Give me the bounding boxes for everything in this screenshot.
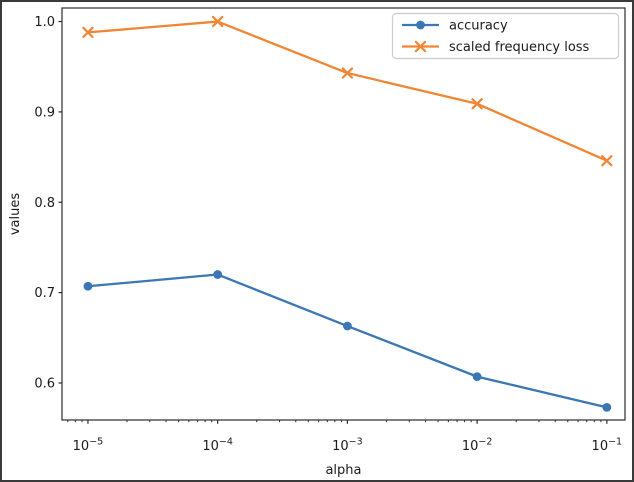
x-marker: [414, 40, 427, 53]
series-scaled-frequency-loss: [82, 15, 613, 167]
legend-box: [391, 12, 620, 60]
x-axis-label: alpha: [325, 463, 361, 478]
legend: accuracy scaled frequency loss: [391, 12, 620, 60]
legend-item-accuracy: accuracy: [402, 19, 508, 34]
series-accuracy: [83, 270, 612, 412]
y-tick-label: 0.6: [34, 376, 55, 391]
y-tick-label: 0.8: [34, 196, 55, 211]
plot-area-spines: [61, 7, 626, 421]
x-marker: [471, 98, 483, 110]
y-tick-label: 0.9: [34, 105, 55, 120]
series-line: [87, 273, 608, 409]
circle-marker: [83, 281, 93, 291]
circle-marker: [472, 372, 482, 382]
legend-label: accuracy: [449, 19, 508, 34]
x-tick-label: 10−5: [73, 437, 104, 455]
x-marker: [211, 15, 224, 28]
y-tick-label: 1.0: [34, 15, 55, 30]
x-tick-label: 10−1: [592, 437, 623, 455]
legend-label: scaled frequency loss: [449, 40, 590, 55]
circle-marker: [213, 270, 223, 279]
x-marker: [82, 26, 94, 39]
x-tick-label: 10−2: [462, 437, 493, 455]
y-axis-label: values: [8, 193, 23, 236]
circle-marker: [416, 20, 425, 30]
y-tick-label: 0.7: [34, 286, 55, 301]
circle-marker: [342, 321, 352, 331]
x-marker: [341, 67, 354, 79]
x-marker: [601, 154, 613, 167]
circle-marker: [602, 402, 612, 412]
legend-item-scaled-frequency-loss: scaled frequency loss: [402, 40, 590, 55]
x-tick-label: 10−4: [202, 437, 233, 455]
x-tick-label: 10−3: [332, 437, 363, 455]
